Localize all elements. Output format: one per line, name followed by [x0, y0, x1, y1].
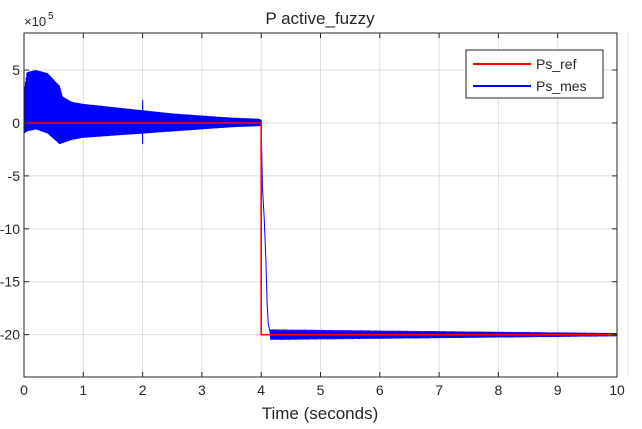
y-exponent: ×10 5 [24, 11, 54, 29]
x-axis-label: Time (seconds) [262, 404, 379, 423]
chart-title: P active_fuzzy [265, 9, 375, 28]
x-tick-label: 3 [198, 382, 206, 398]
x-tick-label: 2 [139, 382, 147, 398]
y-tick-label: -5 [8, 168, 21, 184]
x-tick-label: 8 [495, 382, 503, 398]
y-tick-label: -20 [0, 327, 20, 343]
y-exponent-power: 5 [48, 11, 54, 22]
y-tick-label: -10 [0, 221, 20, 237]
x-tick-label: 0 [20, 382, 28, 398]
tick-layer: 0 1 2 3 4 5 6 7 8 9 10 5 0 -5 -10 -15 -20 [0, 33, 625, 398]
x-tick-label: 7 [435, 382, 443, 398]
x-tick-label: 10 [609, 382, 625, 398]
y-tick-label: 5 [12, 62, 20, 78]
x-tick-label: 5 [317, 382, 325, 398]
grid [24, 33, 617, 377]
legend: Ps_ref Ps_mes [465, 49, 604, 99]
y-exponent-base: ×10 [24, 14, 46, 29]
x-tick-label: 6 [376, 382, 384, 398]
legend-label-ps-ref: Ps_ref [536, 56, 577, 72]
y-tick-label: 0 [12, 115, 20, 131]
x-tick-label: 1 [79, 382, 87, 398]
x-tick-label: 9 [554, 382, 562, 398]
series-layer [23, 70, 618, 340]
series-ps-ref-line [24, 122, 617, 336]
legend-label-ps-mes: Ps_mes [536, 78, 587, 94]
y-tick-label: -15 [0, 274, 20, 290]
legend-box [465, 49, 604, 99]
x-tick-label: 4 [257, 382, 265, 398]
